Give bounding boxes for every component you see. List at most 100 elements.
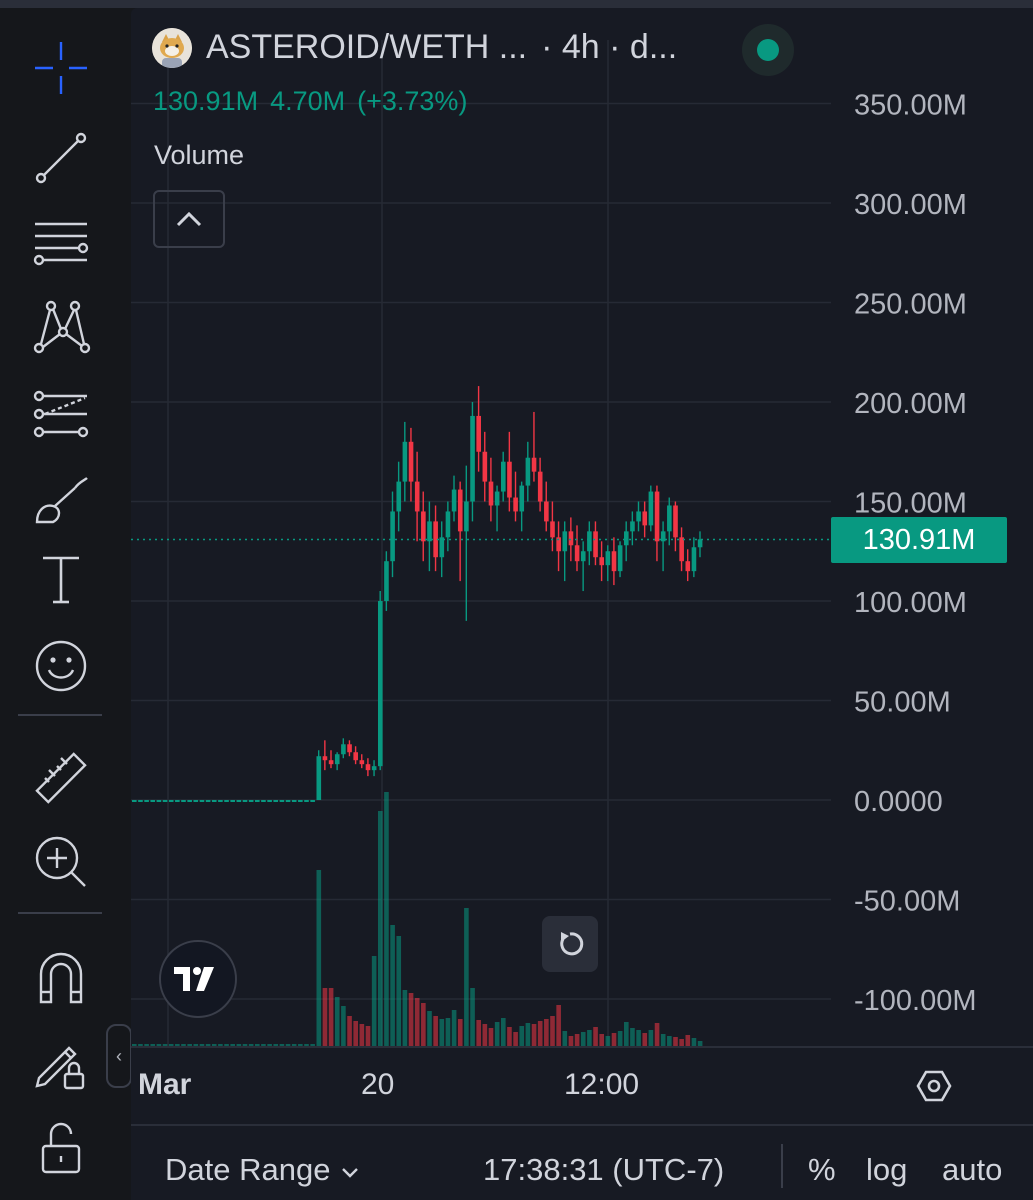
volume-bar [390,925,395,1046]
crosshair-icon [35,42,87,94]
candle-body [291,800,297,802]
brush-tool[interactable] [0,460,122,540]
volume-bar [310,1044,315,1046]
pattern-tool[interactable] [0,286,122,366]
reset-chart-button[interactable] [542,916,598,972]
volume-bar [568,1036,574,1046]
volume-bar [550,1016,555,1046]
lock-drawing-icon [35,1046,85,1090]
candle-body [211,800,217,802]
candle-body [156,800,162,802]
tradingview-logo-icon [174,967,214,991]
volume-bar [181,1044,186,1046]
magnet-icon [39,952,83,1004]
y-tick-label: 250.00M [854,289,967,321]
toolbar-divider [18,714,102,716]
volume-bar [291,1044,297,1046]
candle-body [568,531,574,546]
x-tick-label: 12:00 [564,1068,640,1101]
last-price-tag: 130.91M [831,517,1007,563]
legend-collapse-button[interactable] [153,190,225,248]
candle-body [248,800,254,802]
volume-bar [402,990,408,1046]
candle-body [371,766,377,771]
ruler-tool[interactable] [0,738,122,818]
last-value: 130.91M [153,86,259,116]
x-axis-border [131,1046,1033,1048]
candle-body [236,800,242,802]
candle-body [242,800,248,802]
symbol-title[interactable]: ASTEROID/WETH ... · 4h · d... [206,28,691,67]
market-status[interactable] [742,24,794,76]
unlock-icon [41,1122,81,1174]
volume-bar [587,1030,592,1046]
interval-label: · 4h · d... [541,28,678,66]
crosshair-tool[interactable] [0,28,122,108]
volume-bar [537,1021,543,1046]
prediction-tool[interactable] [0,374,122,454]
zoom-in-tool[interactable] [0,822,122,902]
volume-bar [654,1023,660,1046]
candle-body [667,505,672,532]
volume-bar [414,998,420,1046]
y-tick-label: -50.00M [854,886,960,918]
volume-bar [636,1030,641,1046]
log-scale-toggle[interactable]: log [866,1152,908,1187]
candle-body [267,800,272,802]
top-strip [0,0,1033,8]
ruler-icon [35,752,87,804]
volume-bar [519,1026,525,1046]
volume-bar [365,1026,371,1046]
collapse-toolbar-button[interactable]: ‹ [106,1024,132,1088]
candle-body [316,756,322,800]
tradingview-logo[interactable] [159,940,237,1018]
volume-bar [494,1022,500,1046]
volume-bar [421,1003,426,1046]
percent-scale-toggle[interactable]: % [808,1152,836,1187]
date-range-button[interactable]: Date Range [165,1152,361,1188]
x-tick-label: Mar [138,1068,192,1101]
volume-bar [525,1023,531,1046]
timezone-clock[interactable]: 17:38:31 (UTC-7) [483,1152,725,1187]
volume-bar [230,1044,235,1046]
text-tool[interactable] [0,540,122,620]
candle-body [322,756,328,761]
chart-settings-button[interactable] [912,1064,956,1108]
candle-body [230,800,235,802]
trend-line-tool[interactable] [0,118,122,198]
volume-bar [593,1027,598,1046]
candle-body [298,800,303,802]
candle-body [697,539,703,548]
unlock-tool[interactable] [0,1106,122,1186]
emoji-tool[interactable] [0,626,122,706]
fib-lines-tool[interactable] [0,206,122,286]
candle-body [507,461,512,498]
candle-body [304,800,309,802]
bottom-bar-border [131,1124,1033,1126]
volume-bar [470,988,475,1046]
lock-drawing-tool[interactable] [0,1022,122,1102]
volume-indicator-label: Volume [154,140,245,170]
magnet-tool[interactable] [0,938,122,1018]
candle-body [562,531,568,552]
volume-bar [316,870,322,1046]
chart-panel [131,8,1033,1200]
drawing-toolbar [0,8,122,1200]
volume-bar [285,1044,291,1046]
auto-scale-toggle[interactable]: auto [942,1152,1003,1187]
y-axis: 350.00M 300.00M 250.00M 200.00M 150.00M 100.0… [854,90,977,1018]
volume-bar [193,1044,199,1046]
candle-body [464,501,469,532]
candle-body [199,800,205,802]
volume-bar [334,997,340,1046]
candle-body [519,485,525,512]
volume-bar [451,1010,457,1046]
volume-bar [685,1035,691,1046]
volume-bar [248,1044,254,1046]
volume-bars [132,792,703,1046]
volume-bar [328,988,334,1046]
prediction-icon [33,390,89,438]
volume-bar [630,1028,635,1046]
volume-bar [168,1044,174,1046]
